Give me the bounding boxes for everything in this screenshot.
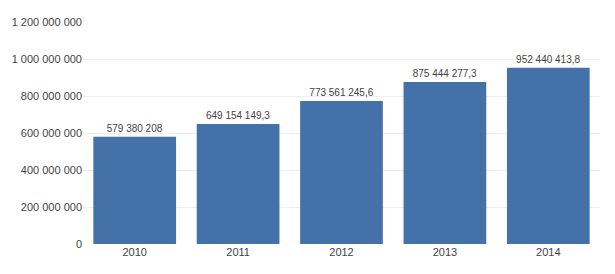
svg-text:2010: 2010 <box>122 246 146 258</box>
svg-text:2011: 2011 <box>226 246 250 258</box>
svg-text:2012: 2012 <box>329 246 353 258</box>
svg-text:200 000 000: 200 000 000 <box>21 201 82 213</box>
svg-text:649 154 149,3: 649 154 149,3 <box>206 110 270 121</box>
svg-text:2013: 2013 <box>433 246 457 258</box>
svg-text:400 000 000: 400 000 000 <box>21 164 82 176</box>
svg-text:952 440 413,8: 952 440 413,8 <box>516 54 580 65</box>
svg-text:875 444 277,3: 875 444 277,3 <box>413 68 477 79</box>
svg-text:600 000 000: 600 000 000 <box>21 127 82 139</box>
svg-text:800 000 000: 800 000 000 <box>21 90 82 102</box>
svg-text:1 000 000 000: 1 000 000 000 <box>12 53 82 65</box>
svg-text:579 380 208: 579 380 208 <box>107 123 163 134</box>
svg-text:0: 0 <box>76 238 82 250</box>
svg-text:1 200 000 000: 1 200 000 000 <box>12 16 82 28</box>
svg-text:2014: 2014 <box>536 246 560 258</box>
svg-text:773 561 245,6: 773 561 245,6 <box>309 87 373 98</box>
